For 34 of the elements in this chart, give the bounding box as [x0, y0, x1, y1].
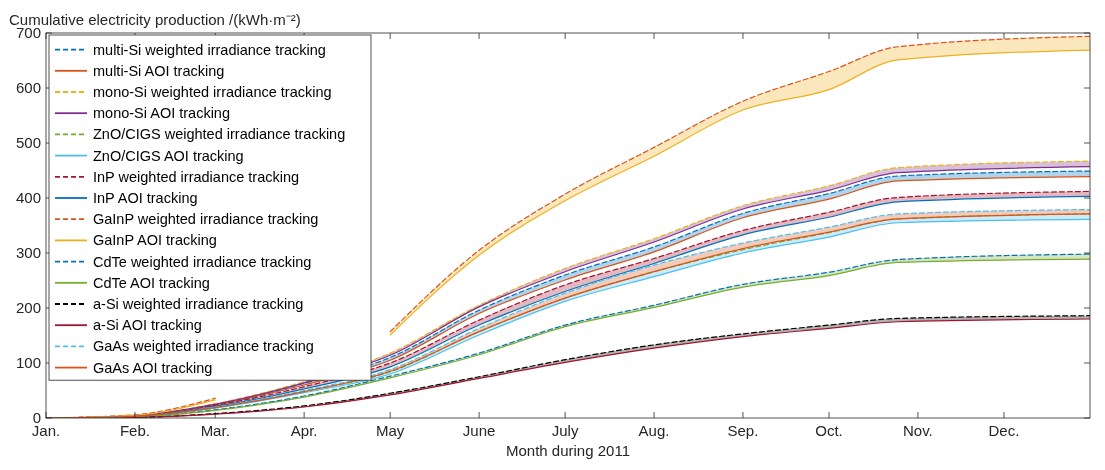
x-tick-label: Mar.	[200, 422, 230, 439]
legend-label: multi-Si AOI tracking	[93, 62, 225, 79]
y-tick-label: 400	[15, 189, 41, 206]
legend-label: GaAs AOI tracking	[93, 359, 213, 376]
y-tick-label: 600	[15, 79, 41, 96]
x-tick-label: Dec.	[988, 422, 1020, 439]
y-tick-label: 500	[15, 134, 41, 151]
legend-label: InP weighted irradiance tracking	[93, 168, 300, 185]
legend-label: mono-Si weighted irradiance tracking	[93, 84, 332, 100]
x-tick-label: Feb.	[119, 422, 150, 439]
legend-label: CdTe weighted irradiance tracking	[93, 253, 312, 270]
legend-label: mono-Si AOI tracking	[93, 105, 230, 122]
legend-label: a-Si weighted irradiance tracking	[93, 296, 304, 312]
y-tick-label: 200	[15, 299, 41, 316]
legend-label: GaAs weighted irradiance tracking	[93, 338, 314, 355]
legend-label: GaInP weighted irradiance tracking	[93, 211, 319, 228]
legend-label: CdTe AOI tracking	[93, 274, 210, 291]
x-tick-label: Nov.	[903, 422, 933, 439]
x-tick-label: Apr.	[290, 422, 318, 439]
legend-label: multi-Si weighted irradiance tracking	[93, 41, 326, 58]
legend-label: InP AOI tracking	[93, 190, 198, 206]
y-tick-label: 100	[15, 354, 41, 371]
legend-label: ZnO/CIGS weighted irradiance tracking	[93, 126, 346, 143]
x-tick-label: July	[551, 422, 579, 439]
x-tick-label: May	[376, 422, 405, 439]
x-tick-label: Sep.	[727, 422, 759, 439]
x-tick-label: Aug.	[638, 422, 670, 439]
y-tick-label: 300	[15, 244, 41, 261]
legend-label: GaInP AOI tracking	[93, 232, 217, 249]
x-tick-label: June	[462, 422, 496, 439]
x-tick-label: Oct.	[815, 422, 843, 439]
legend-label: ZnO/CIGS AOI tracking	[93, 147, 244, 164]
legend-label: a-Si AOI tracking	[93, 317, 202, 334]
x-axis-title: Month during 2011	[506, 442, 630, 459]
